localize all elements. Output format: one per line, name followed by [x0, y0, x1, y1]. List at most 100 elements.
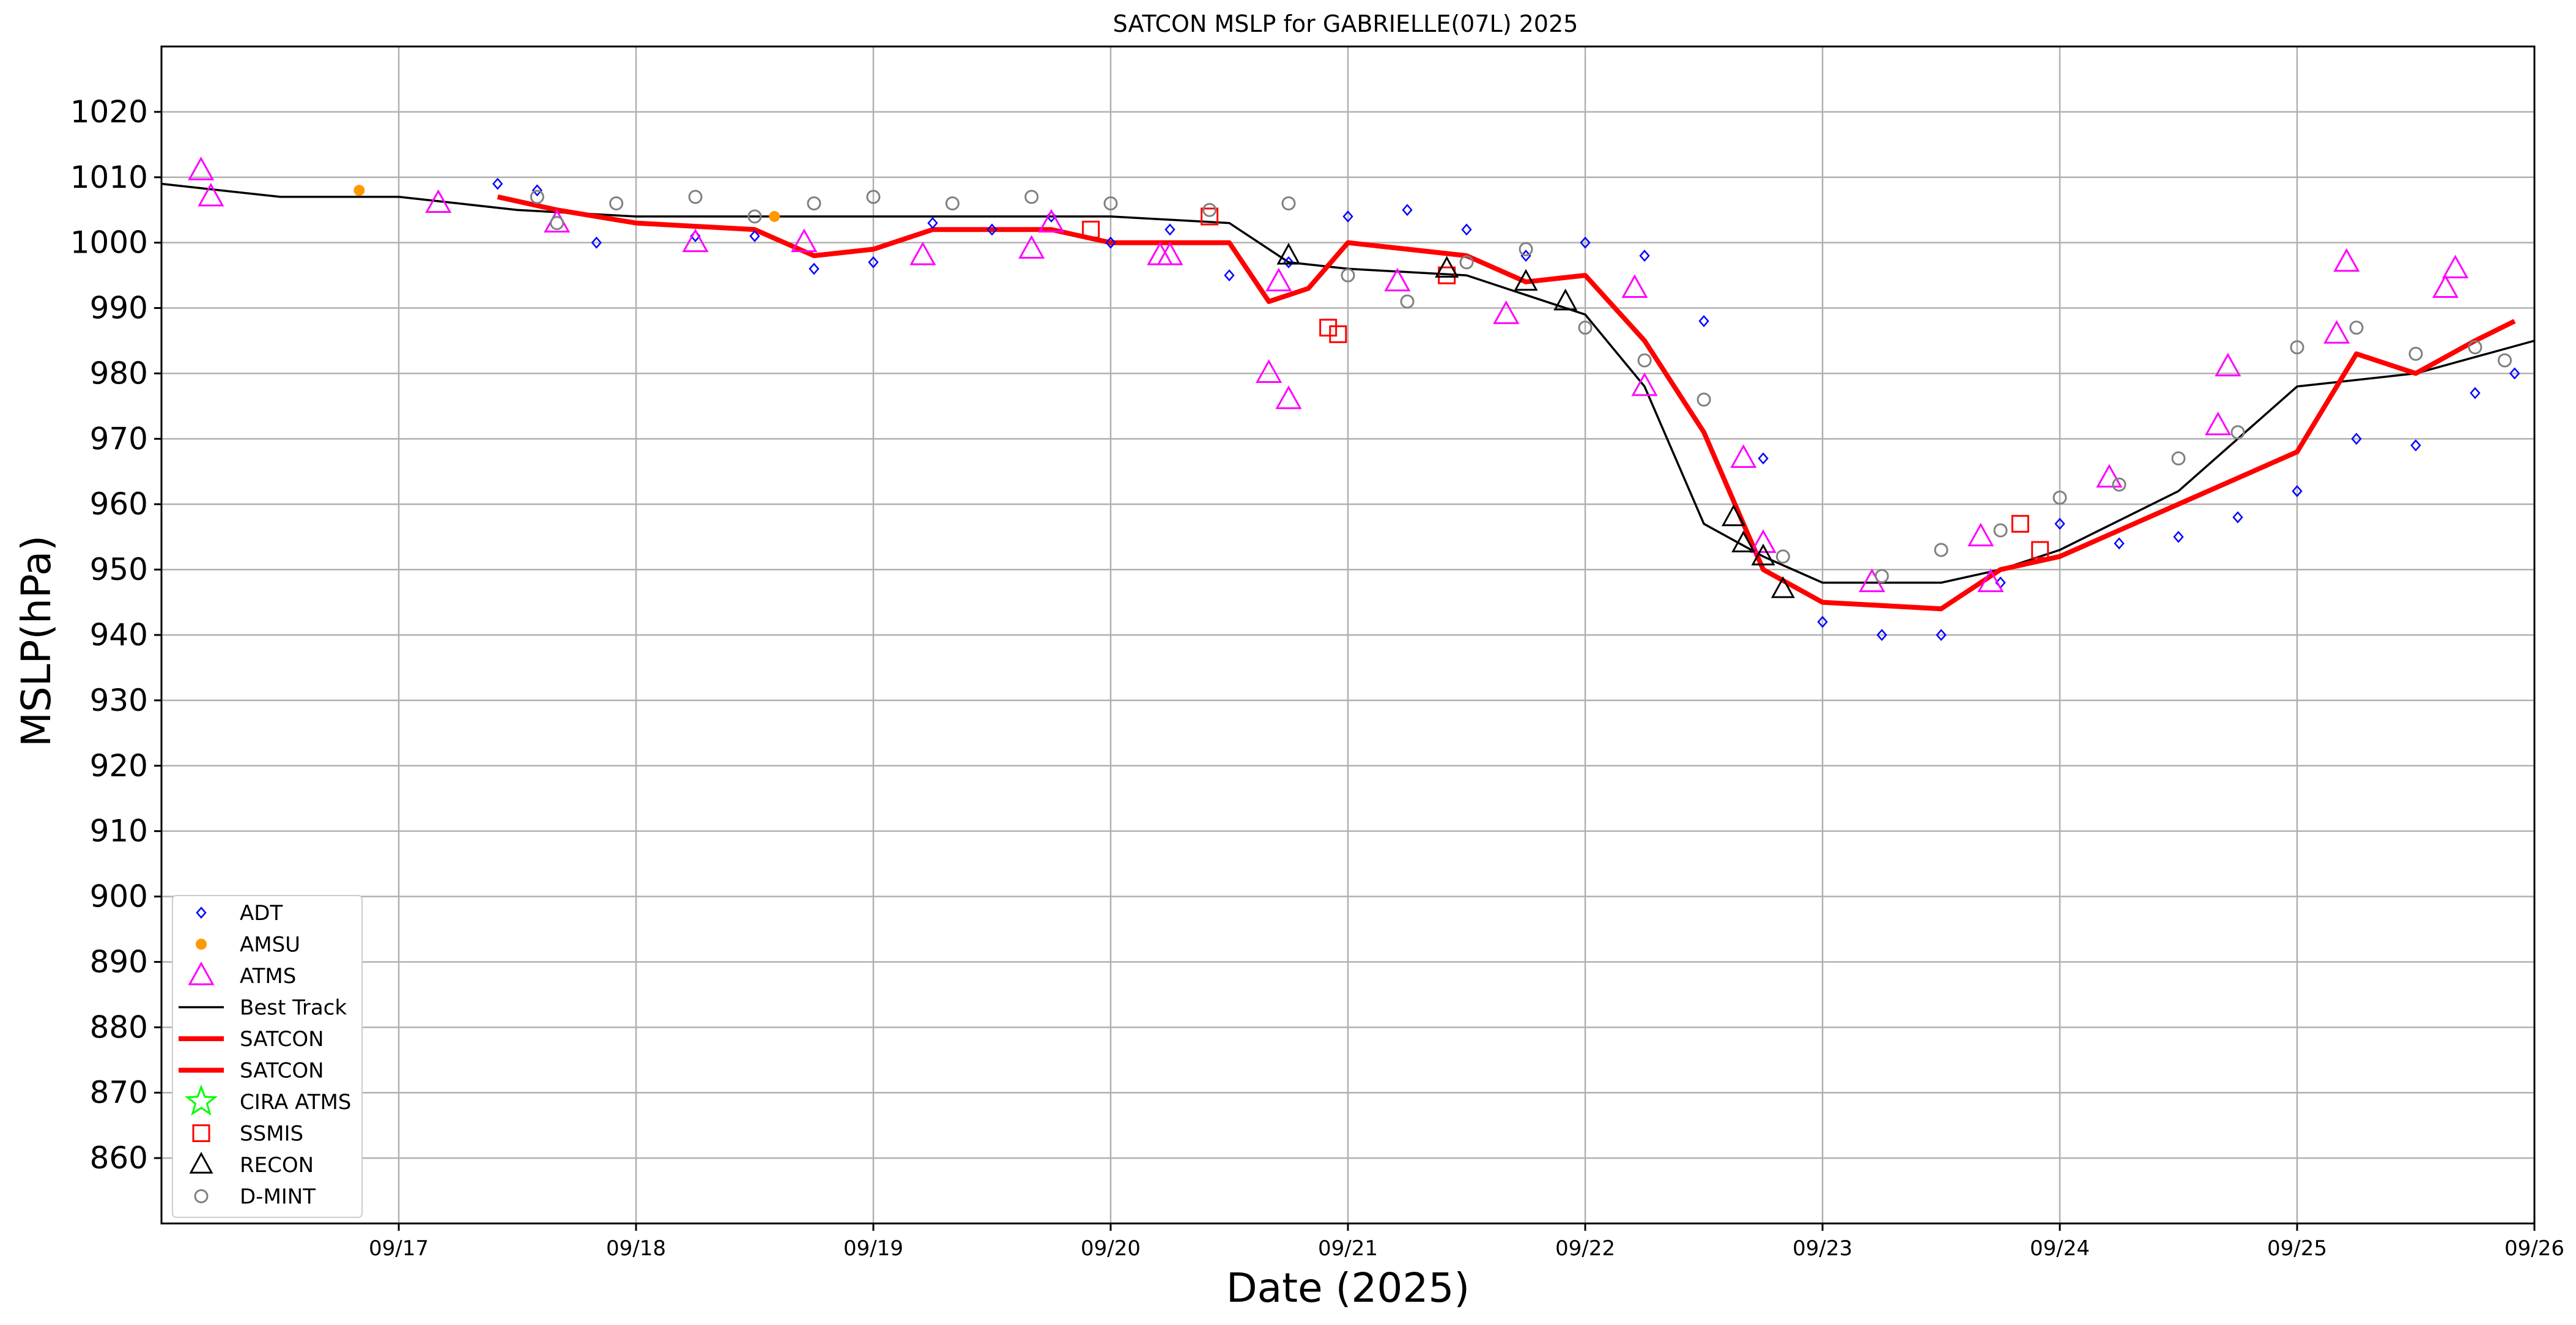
adt-point	[1224, 269, 1235, 282]
d-mint-point	[866, 190, 881, 204]
adt-point	[868, 256, 879, 269]
adt-point	[1817, 615, 1828, 628]
d-mint-point	[1697, 392, 1711, 407]
series-amsu	[353, 185, 780, 222]
y-axis-label: MSLP(hPa)	[13, 535, 60, 747]
recon-point	[1721, 504, 1746, 527]
x-axis-ticks: 09/17 09/18 09/19 09/20 09/21 09/22 09/23 09/24…	[369, 1223, 2564, 1261]
legend-swatch	[192, 1124, 210, 1142]
series-best-track	[161, 182, 2535, 584]
y-tick-label: 1010	[70, 160, 148, 195]
amsu-point	[353, 185, 365, 196]
d-mint-point	[530, 190, 544, 204]
d-mint-point	[1400, 294, 1415, 309]
atms-point	[1493, 300, 1520, 324]
legend-entry: SSMIS	[192, 1122, 303, 1146]
adt-point	[2410, 439, 2421, 451]
x-tick-label: 09/25	[2267, 1236, 2327, 1261]
recon-point	[1276, 242, 1301, 265]
atms-point	[2215, 352, 2241, 377]
legend-entry: SATCON	[179, 1059, 324, 1083]
adt-point	[1402, 204, 1413, 217]
legend-swatch	[196, 938, 207, 950]
legend-label: Best Track	[240, 996, 347, 1020]
adt-point	[1283, 256, 1294, 269]
y-tick-label: 910	[90, 814, 148, 849]
ssmis-point	[1438, 266, 1456, 284]
d-mint-point	[1993, 523, 2008, 538]
legend-entry: CIRA ATMS	[185, 1084, 351, 1116]
d-mint-point	[2052, 491, 2067, 505]
adt-point	[1342, 210, 1353, 223]
legend-label: ATMS	[240, 964, 296, 989]
x-tick-label: 09/19	[843, 1236, 903, 1261]
y-tick-label: 990	[90, 291, 148, 326]
x-tick-label: 09/18	[606, 1236, 666, 1261]
d-mint-point	[1578, 321, 1593, 335]
d-mint-point	[1103, 196, 1118, 211]
atms-point	[188, 157, 215, 180]
atms-point	[1384, 267, 1411, 292]
x-tick-label: 09/23	[1793, 1236, 1852, 1261]
ssmis-point	[1082, 220, 1100, 239]
legend-label: SATCON	[240, 1027, 324, 1052]
y-tick-label: 960	[90, 486, 148, 522]
atms-point	[1256, 359, 1282, 383]
chart-title: SATCON MSLP for GABRIELLE(07L) 2025	[1113, 10, 1579, 37]
d-mint-point	[2349, 321, 2364, 335]
x-tick-label: 09/24	[2030, 1236, 2090, 1261]
atms-point	[2096, 464, 2123, 488]
y-tick-label: 860	[90, 1140, 148, 1176]
legend-label: SATCON	[240, 1059, 324, 1083]
d-mint-point	[1875, 569, 1889, 584]
atms-point	[909, 241, 936, 265]
y-tick-label: 970	[90, 421, 148, 456]
d-mint-point	[1637, 353, 1652, 368]
recon-point	[1751, 543, 1775, 566]
adt-point	[2470, 387, 2481, 399]
data-series	[161, 157, 2535, 641]
d-mint-point	[1459, 255, 1474, 270]
adt-point	[1580, 236, 1591, 249]
series-recon	[1276, 242, 1795, 598]
d-mint-point	[2112, 477, 2126, 492]
d-mint-point	[2290, 340, 2304, 355]
d-mint-point	[2498, 353, 2512, 368]
legend-entry: D-MINT	[194, 1185, 316, 1209]
adt-point	[1164, 223, 1175, 236]
atms-point	[1730, 444, 1757, 468]
amsu-point	[769, 210, 780, 222]
atms-point	[1157, 241, 1183, 265]
d-mint-point	[2468, 340, 2482, 355]
legend-entry: AMSU	[196, 933, 300, 957]
series-ssmis	[1082, 207, 2049, 559]
legend-label: SSMIS	[240, 1122, 303, 1146]
d-mint-point	[2408, 346, 2423, 361]
adt-point	[1461, 223, 1472, 236]
atms-point	[1750, 529, 1777, 553]
atms-point	[1621, 274, 1648, 298]
atms-point	[2442, 254, 2469, 278]
atms-point	[2323, 320, 2350, 344]
atms-point	[1265, 267, 1292, 292]
adt-point	[2114, 537, 2125, 550]
y-tick-label: 880	[90, 1009, 148, 1045]
d-mint-point	[1281, 196, 1296, 211]
adt-point	[492, 177, 503, 190]
x-tick-label: 09/22	[1555, 1236, 1615, 1261]
y-tick-label: 920	[90, 748, 148, 784]
adt-point	[986, 223, 997, 236]
atms-point	[198, 182, 224, 207]
y-tick-label: 890	[90, 944, 148, 979]
legend-swatch	[196, 907, 207, 919]
d-mint-point	[609, 196, 624, 211]
y-tick-label: 940	[90, 617, 148, 653]
ssmis-point	[2011, 514, 2029, 533]
d-mint-point	[945, 196, 960, 211]
atms-point	[2333, 248, 2360, 272]
satcon-line	[497, 194, 2516, 612]
legend-label: AMSU	[240, 933, 300, 957]
adt-point	[591, 236, 602, 249]
best-track-line	[161, 182, 2535, 584]
